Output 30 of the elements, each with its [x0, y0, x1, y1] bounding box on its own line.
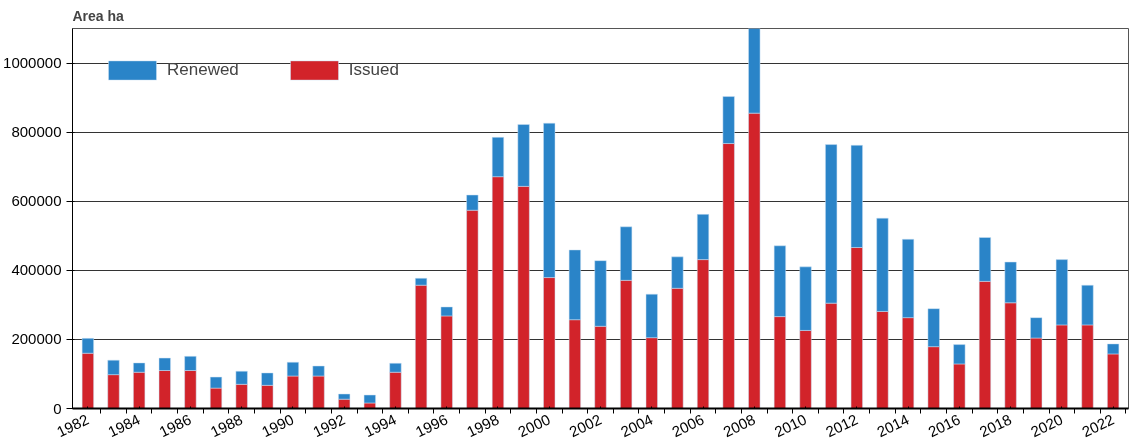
y-tick-label: 0: [53, 399, 62, 417]
x-tick-label: 1984: [105, 410, 143, 441]
x-tick-label: 2014: [874, 410, 912, 441]
y-tick-label: 800000: [11, 123, 62, 141]
x-tick-label: 1990: [258, 410, 297, 441]
x-tick-label: 1998: [464, 410, 502, 441]
x-tick-label: 2016: [925, 410, 963, 441]
x-tick-label: 2010: [771, 410, 810, 441]
x-tick-label: 1994: [361, 410, 399, 441]
x-tick-label: 1988: [207, 410, 246, 441]
x-tick-label: 2004: [617, 410, 656, 441]
x-tick-label: 2012: [822, 410, 861, 441]
y-tick-label: 600000: [11, 192, 62, 210]
y-tick-label: 400000: [11, 261, 62, 279]
legend-label: Issued: [348, 60, 399, 80]
x-tick-label: 2018: [976, 410, 1015, 441]
x-tick-label: 1992: [310, 410, 348, 441]
x-tick-label: 2022: [1079, 410, 1117, 441]
x-tick-label: 2006: [669, 410, 707, 441]
legend-label: Renewed: [167, 60, 239, 80]
bar: [363, 394, 376, 404]
y-tick-label: 200000: [11, 330, 62, 348]
x-tick-label: 2008: [720, 410, 758, 441]
y-tick-label: 1000000: [3, 54, 62, 72]
x-tick-label: 2000: [515, 410, 553, 441]
x-tick-label: 2020: [1027, 410, 1066, 441]
x-tick-label: 1986: [156, 410, 194, 441]
y-axis-title: Area ha: [72, 7, 125, 24]
x-tick-label: 1996: [412, 410, 451, 441]
x-tick-label: 2002: [566, 410, 604, 441]
